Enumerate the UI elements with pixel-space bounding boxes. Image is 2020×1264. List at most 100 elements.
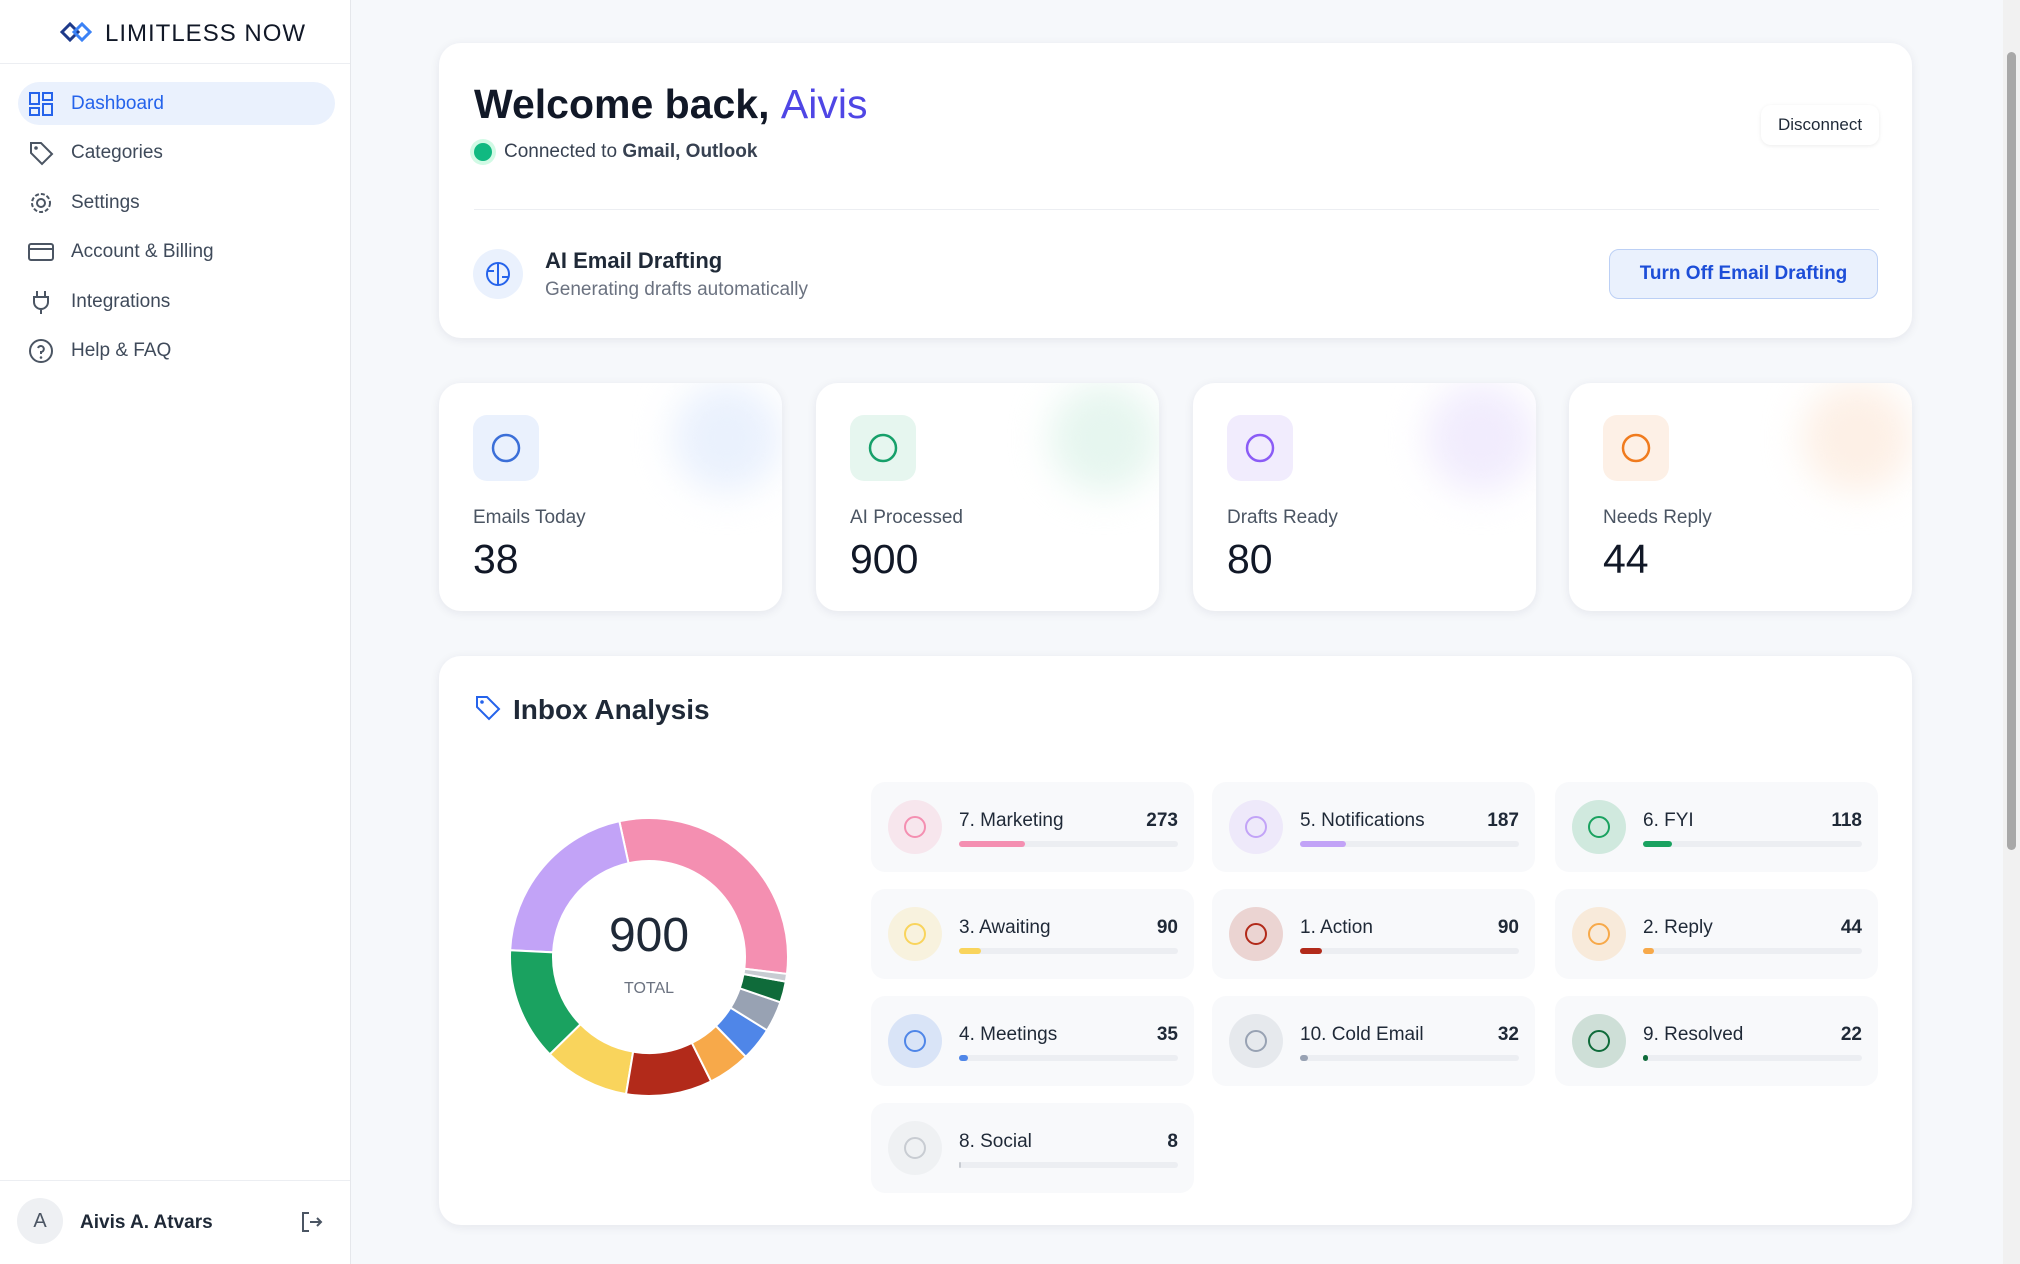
stat-value: 38 (473, 536, 519, 582)
progress-bar (1643, 841, 1672, 847)
nav-label: Categories (71, 142, 163, 163)
logout-icon[interactable] (300, 1210, 324, 1234)
nav-item[interactable]: Settings (18, 181, 335, 224)
divider (0, 1180, 350, 1181)
category-icon (1572, 1014, 1626, 1068)
icon-glyph (904, 1137, 926, 1159)
nav-label: Integrations (71, 291, 171, 312)
nav-item[interactable]: Help & FAQ (18, 329, 335, 372)
nav-item[interactable]: Integrations (18, 280, 335, 323)
donut-segment (742, 967, 789, 983)
category-name: 7. Marketing (959, 810, 1064, 831)
icon-bg (888, 1014, 942, 1068)
icon-glyph (1245, 433, 1275, 463)
disconnect-button[interactable]: Disconnect (1761, 105, 1880, 145)
connected-services: Gmail, Outlook (622, 141, 758, 162)
icon-bg (1572, 800, 1626, 854)
category-icon (1229, 800, 1283, 854)
icon-bg (850, 415, 916, 481)
progress-bar (959, 841, 1026, 847)
icon (30, 142, 54, 166)
stat-value: 44 (1603, 536, 1649, 582)
icon-glyph (1245, 923, 1267, 945)
brand: LIMITLESS NOW (105, 20, 307, 47)
stat-icon (850, 415, 916, 481)
icon (33, 291, 49, 314)
stat-label: AI Processed (850, 507, 963, 528)
icon-bg (473, 415, 539, 481)
user-first-name: Aivis (780, 81, 868, 127)
user-name: Aivis A. Atvars (80, 1212, 213, 1233)
category-card: 1. Action 90 (1212, 889, 1535, 979)
welcome-title: Welcome back, Aivis (474, 81, 867, 128)
category-card: 4. Meetings 35 (871, 996, 1194, 1086)
icon-glyph (1245, 816, 1267, 838)
welcome-card: Welcome back, Aivis Connected to Gmail, … (439, 43, 1912, 338)
icon (31, 193, 51, 213)
scrollbar-thumb[interactable] (2007, 52, 2016, 850)
stat-card: Drafts Ready 80 (1193, 383, 1536, 611)
progress-bar (1643, 1055, 1649, 1061)
category-name: 10. Cold Email (1300, 1024, 1424, 1045)
category-card: 2. Reply 44 (1555, 889, 1878, 979)
category-count: 90 (1497, 917, 1519, 938)
category-name: 9. Resolved (1643, 1024, 1744, 1045)
stat-icon (1227, 415, 1293, 481)
icon-glyph (868, 433, 898, 463)
icon-glyph (491, 433, 521, 463)
icon-glyph (1588, 816, 1610, 838)
icon-bg (888, 800, 942, 854)
category-name: 1. Action (1300, 917, 1373, 938)
nav-label: Dashboard (71, 93, 164, 114)
donut-total-label: TOTAL (624, 980, 674, 997)
feature-title: AI Email Drafting (545, 248, 723, 273)
toggle-drafting-button[interactable]: Turn Off Email Drafting (1609, 249, 1878, 299)
feature-icon (473, 249, 523, 299)
progress-track (959, 1055, 1178, 1061)
category-icon (1572, 800, 1626, 854)
stat-value: 80 (1227, 536, 1273, 582)
progress-bar (1643, 948, 1654, 954)
icon-glyph (1245, 1030, 1267, 1052)
stat-card: Emails Today 38 (439, 383, 782, 611)
section-title: Inbox Analysis (513, 694, 710, 725)
connection-status: Connected to Gmail, Outlook (504, 141, 757, 163)
nav-item[interactable]: Account & Billing (18, 230, 335, 273)
category-card: 6. FYI 118 (1555, 782, 1878, 872)
stat-label: Needs Reply (1603, 507, 1712, 528)
category-card: 5. Notifications 187 (1212, 782, 1535, 872)
stat-label: Drafts Ready (1227, 507, 1338, 528)
icon-bg (1229, 907, 1283, 961)
avatar: A (17, 1198, 63, 1244)
inbox-analysis-card: Inbox Analysis 900 TOTAL 7. Marketing 273… (439, 656, 1912, 1225)
progress-track (959, 948, 1178, 954)
category-icon (1229, 907, 1283, 961)
category-count: 22 (1840, 1024, 1862, 1045)
progress-bar (1300, 841, 1346, 847)
category-count: 273 (1146, 810, 1178, 831)
connected-prefix: Connected to (504, 141, 618, 162)
icon-bg (1572, 1014, 1626, 1068)
category-card: 3. Awaiting 90 (871, 889, 1194, 979)
icon-bg (888, 907, 942, 961)
stat-card: Needs Reply 44 (1569, 383, 1912, 611)
stat-value: 900 (850, 536, 919, 582)
donut-chart: 900 TOTAL (509, 817, 789, 1097)
icon-glyph (1588, 923, 1610, 945)
greeting: Welcome back, (474, 81, 770, 127)
category-card: 9. Resolved 22 (1555, 996, 1878, 1086)
nav-label: Settings (71, 192, 140, 213)
icon-bg (888, 1121, 942, 1175)
progress-track (1643, 1055, 1862, 1061)
nav-item[interactable]: Categories (18, 131, 335, 174)
donut-total: 900 (609, 909, 689, 962)
category-name: 6. FYI (1643, 810, 1694, 831)
category-count: 118 (1831, 810, 1862, 831)
icon-glyph (1588, 1030, 1610, 1052)
progress-bar (1300, 948, 1322, 954)
category-icon (888, 800, 942, 854)
icon-bg (1572, 907, 1626, 961)
category-card: 8. Social 8 (871, 1103, 1194, 1193)
nav-item[interactable]: Dashboard (18, 82, 335, 125)
